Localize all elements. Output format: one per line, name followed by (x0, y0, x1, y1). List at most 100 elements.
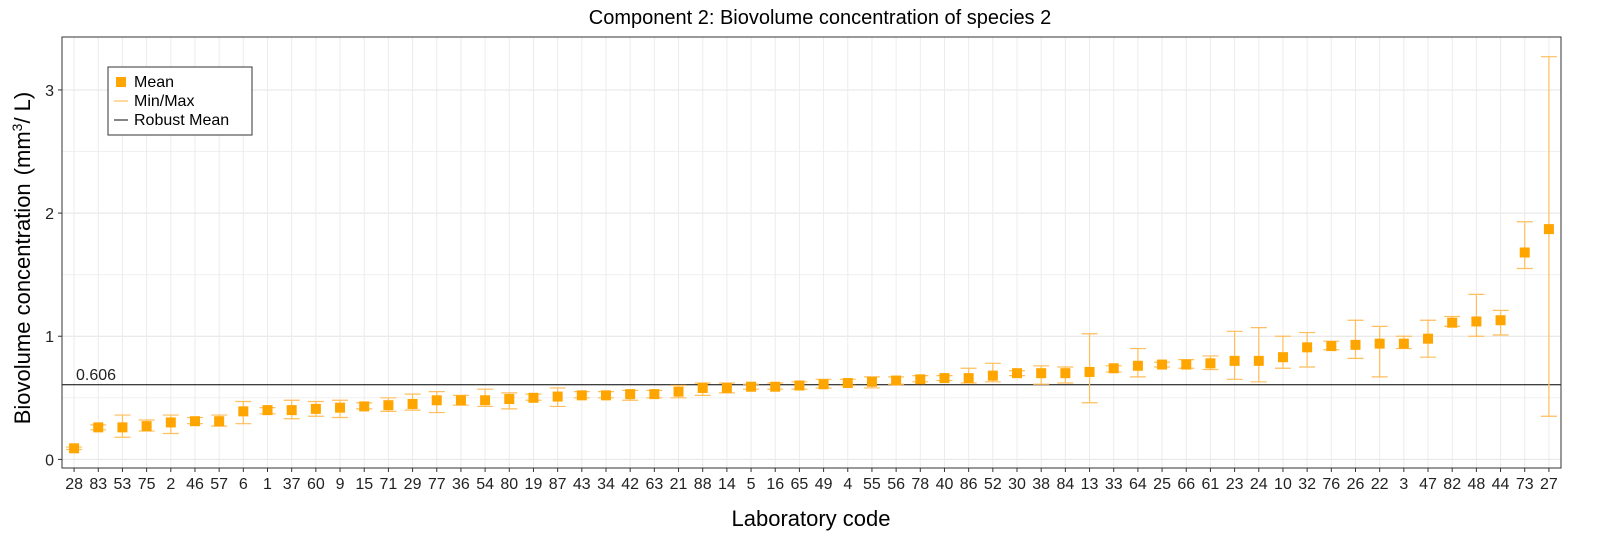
y-axis-title: Biovolume concentration (mm3/ L) (9, 92, 35, 425)
mean-point (286, 405, 297, 416)
x-tick-label: 80 (500, 476, 518, 493)
mean-point (189, 416, 200, 427)
mean-point (939, 373, 950, 384)
mean-point (770, 381, 781, 392)
x-tick-label: 48 (1467, 476, 1485, 493)
x-tick-label: 1 (263, 476, 272, 493)
mean-point (1374, 338, 1385, 349)
x-tick-label: 14 (718, 476, 736, 493)
y-axis-title-unit-suffix: / L) (10, 92, 35, 124)
mean-point (1398, 338, 1409, 349)
y-tick-label: 3 (45, 83, 54, 100)
mean-point (721, 382, 732, 393)
mean-point (238, 406, 249, 417)
y-axis-title-unit-prefix: (mm (10, 131, 35, 175)
chart-title: Component 2: Biovolume concentration of … (589, 7, 1052, 29)
x-tick-label: 84 (1056, 476, 1074, 493)
x-tick-label: 64 (1129, 476, 1147, 493)
x-tick-label: 26 (1347, 476, 1365, 493)
x-tick-label: 42 (621, 476, 639, 493)
x-tick-label: 38 (1032, 476, 1050, 493)
x-tick-label: 76 (1322, 476, 1340, 493)
y-axis-title-unit-sup: 3 (9, 123, 25, 131)
mean-point (649, 389, 660, 400)
x-tick-label: 15 (355, 476, 373, 493)
mean-point (842, 378, 853, 389)
mean-point (214, 416, 225, 427)
mean-point (1084, 366, 1095, 377)
mean-point (165, 417, 176, 428)
mean-point (431, 395, 442, 406)
mean-point (383, 400, 394, 411)
x-tick-label: 5 (747, 476, 756, 493)
x-tick-label: 13 (1081, 476, 1099, 493)
x-tick-label: 30 (1008, 476, 1026, 493)
mean-point (480, 395, 491, 406)
mean-point (1157, 359, 1168, 370)
x-tick-label: 24 (1250, 476, 1268, 493)
mean-point (141, 421, 152, 432)
mean-point (746, 381, 757, 392)
mean-point (1012, 368, 1023, 379)
x-tick-label: 44 (1492, 476, 1510, 493)
mean-point (69, 443, 80, 454)
mean-point (1519, 247, 1530, 258)
y-tick-label: 1 (45, 329, 54, 346)
x-axis-title: Laboratory code (732, 506, 891, 531)
x-tick-label: 21 (670, 476, 688, 493)
mean-point (528, 392, 539, 403)
x-tick-label: 22 (1371, 476, 1389, 493)
mean-point (1326, 341, 1337, 352)
x-tick-label: 47 (1419, 476, 1437, 493)
mean-point (1253, 355, 1264, 366)
legend-minmax-label: Min/Max (134, 93, 194, 110)
x-tick-label: 46 (186, 476, 204, 493)
x-tick-label: 4 (843, 476, 852, 493)
y-tick-label: 2 (45, 206, 54, 223)
x-tick-label: 54 (476, 476, 494, 493)
mean-point (1495, 315, 1506, 326)
mean-point (407, 398, 418, 409)
mean-point (891, 375, 902, 386)
x-tick-label: 78 (911, 476, 929, 493)
y-axis-ticks: 0 1 2 3 (45, 83, 62, 469)
y-axis-title-main: Biovolume concentration (10, 183, 35, 424)
mean-point (1060, 368, 1071, 379)
x-tick-label: 23 (1226, 476, 1244, 493)
robust-mean-line: 0.606 (62, 367, 1561, 386)
x-tick-label: 32 (1298, 476, 1316, 493)
mean-point (625, 389, 636, 400)
mean-point (117, 422, 128, 433)
plot-background (62, 37, 1561, 468)
mean-point (310, 403, 321, 414)
x-tick-label: 60 (307, 476, 325, 493)
mean-point (1447, 317, 1458, 328)
mean-point (1350, 339, 1361, 350)
x-tick-label: 34 (597, 476, 615, 493)
mean-point (866, 376, 877, 387)
x-tick-label: 28 (65, 476, 83, 493)
mean-point (1205, 358, 1216, 369)
legend: Mean Min/Max Robust Mean (107, 66, 253, 136)
mean-point (1302, 342, 1313, 353)
x-tick-label: 49 (815, 476, 833, 493)
x-tick-label: 61 (1202, 476, 1220, 493)
mean-point (1471, 316, 1482, 327)
plot-border (61, 36, 1562, 469)
x-tick-label: 43 (573, 476, 591, 493)
x-tick-label: 86 (960, 476, 978, 493)
mean-point (915, 374, 926, 385)
mean-point (673, 386, 684, 397)
x-tick-label: 82 (1443, 476, 1461, 493)
mean-point (697, 382, 708, 393)
x-tick-label: 73 (1516, 476, 1534, 493)
legend-robust-label: Robust Mean (134, 112, 229, 129)
mean-point (818, 379, 829, 390)
mean-point (455, 395, 466, 406)
x-tick-label: 66 (1177, 476, 1195, 493)
x-tick-label: 55 (863, 476, 881, 493)
x-tick-label: 19 (525, 476, 543, 493)
mean-point (794, 380, 805, 391)
mean-point (1181, 359, 1192, 370)
